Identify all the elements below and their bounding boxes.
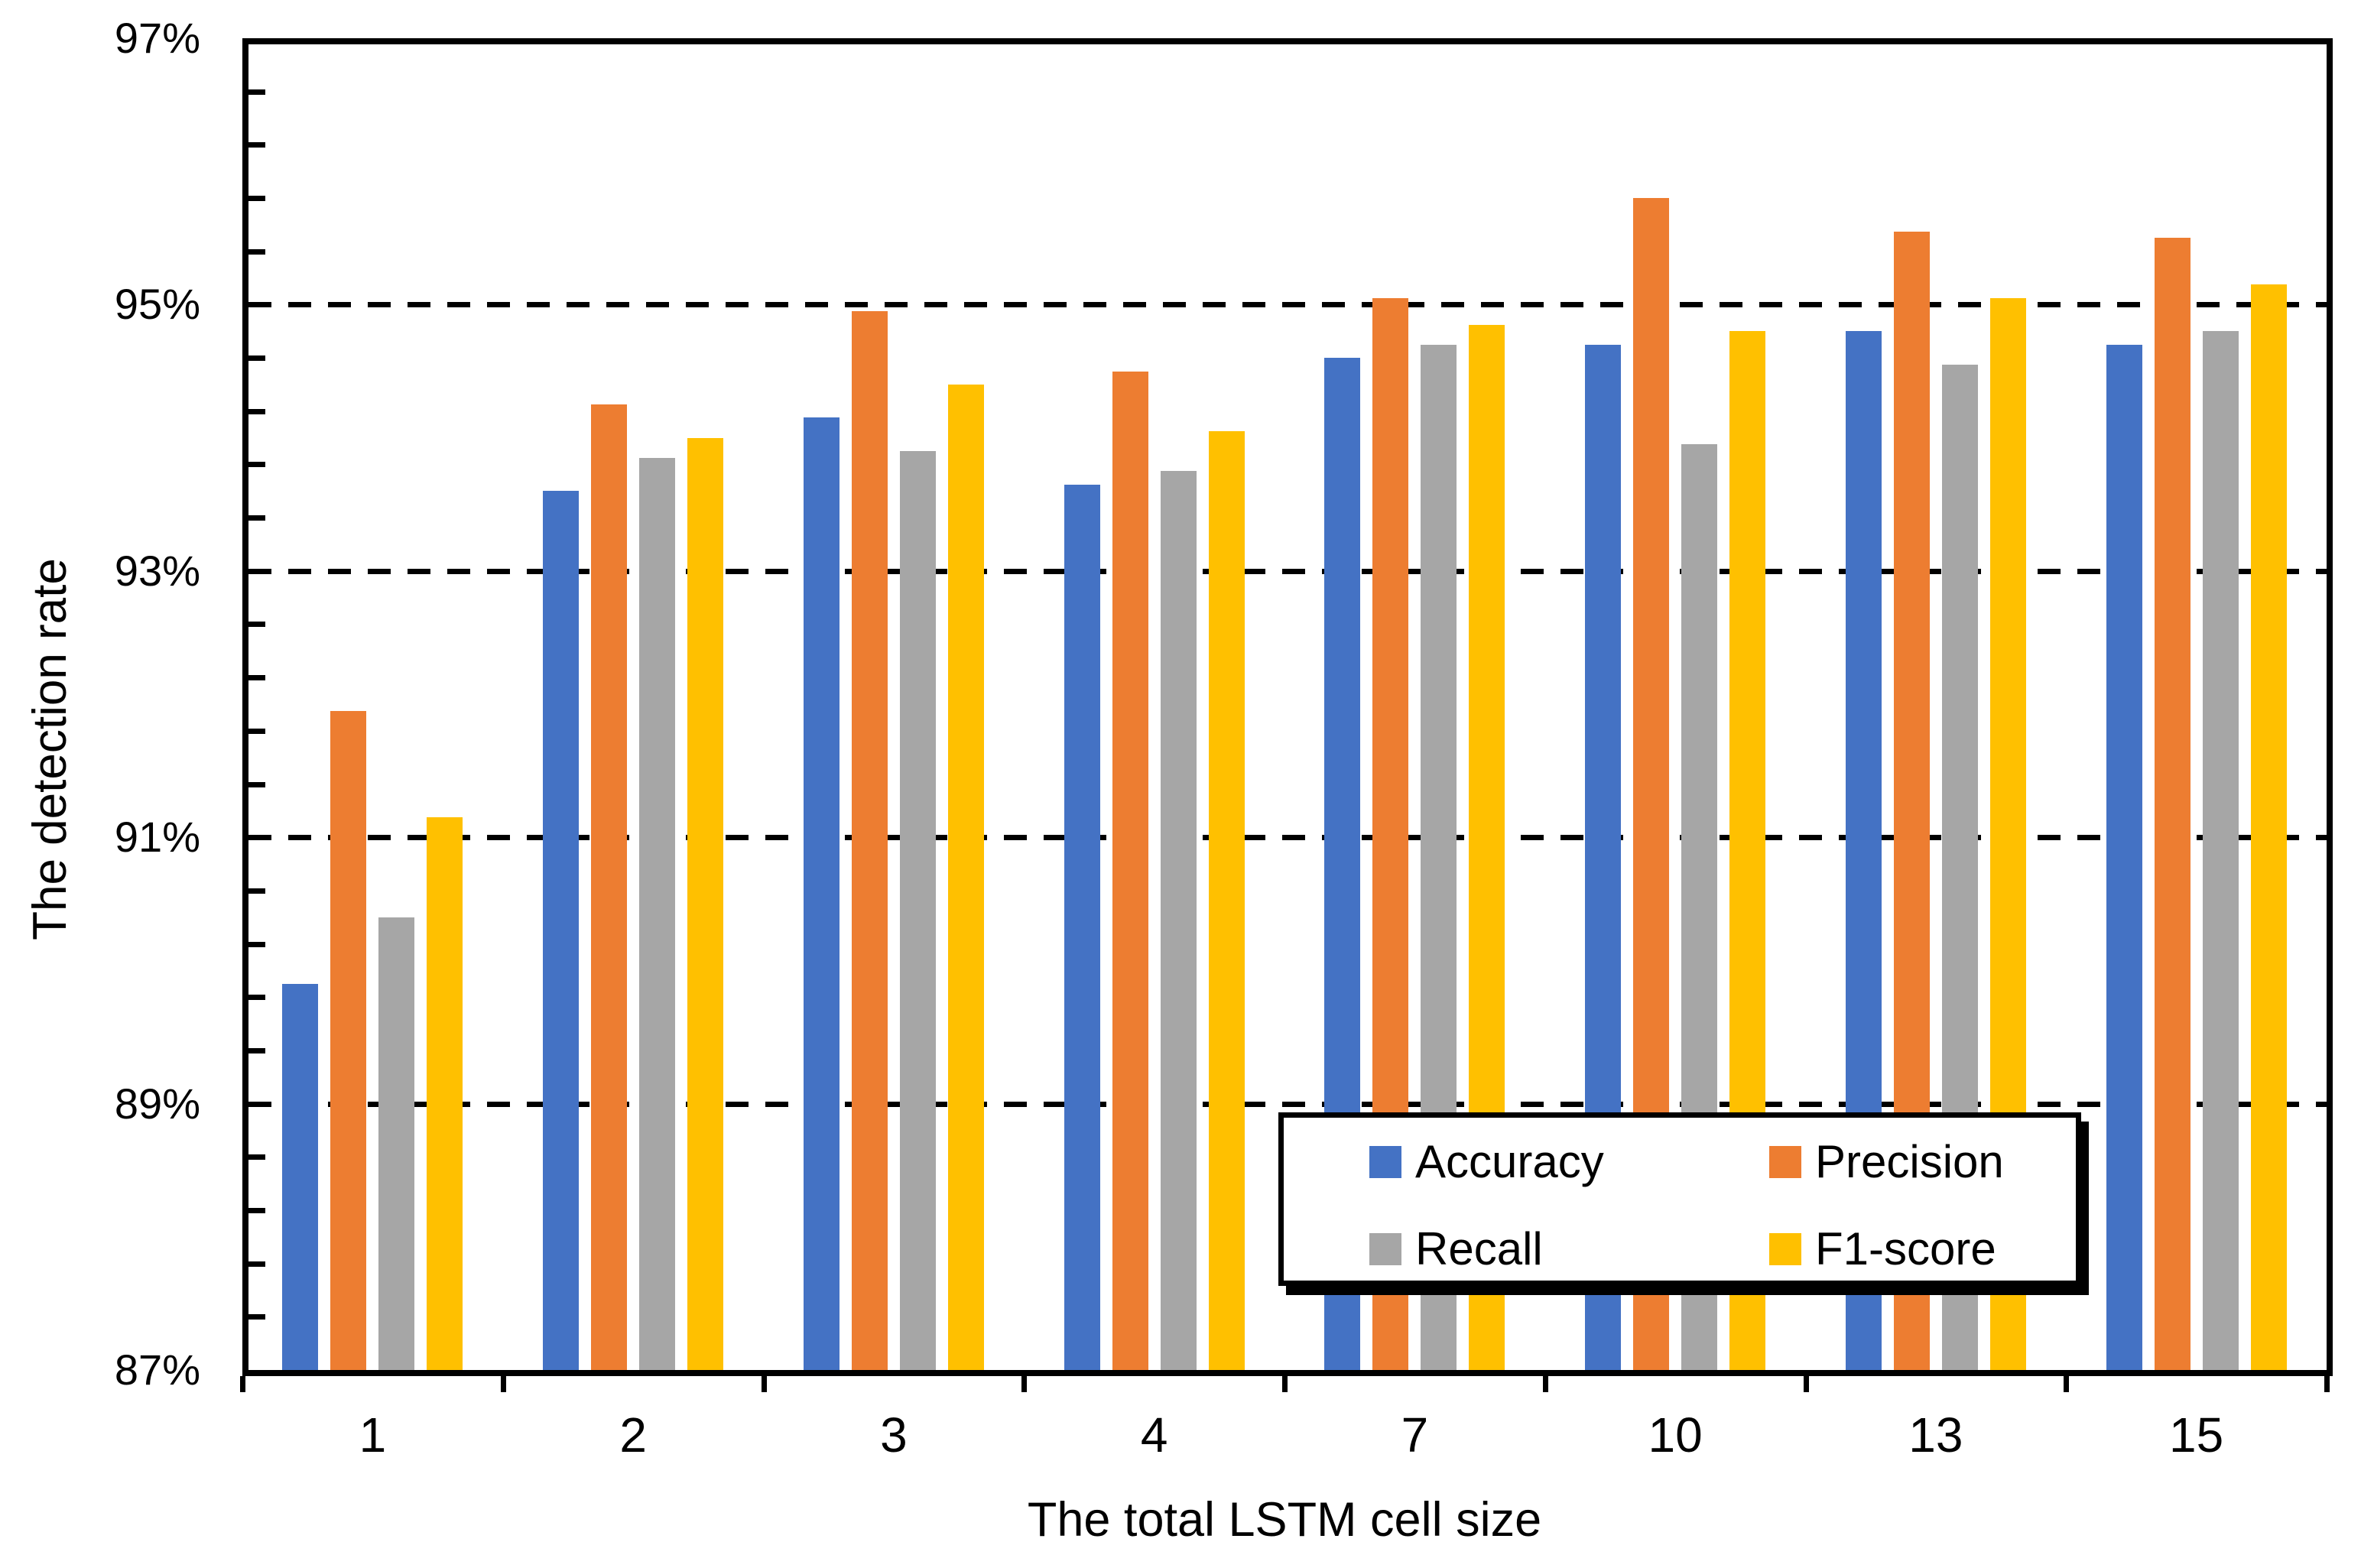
bar-f1-score-cell-1 [427, 817, 463, 1370]
y-axis-tick-label: 93% [114, 546, 200, 595]
y-axis-minor-tick [248, 89, 265, 95]
y-axis-minor-tick [248, 1314, 265, 1320]
plot-border-top [242, 38, 2333, 44]
x-axis-category-label: 2 [619, 1407, 647, 1462]
x-axis-tick [2324, 1376, 2330, 1392]
x-axis-category-label: 7 [1401, 1407, 1429, 1462]
y-axis-minor-tick [248, 1047, 265, 1053]
x-axis-category-label: 3 [880, 1407, 908, 1462]
x-axis-tick [240, 1376, 245, 1392]
x-axis-category-label: 10 [1648, 1407, 1703, 1462]
y-axis-minor-tick [248, 408, 265, 414]
x-axis-tick [1542, 1376, 1548, 1392]
y-axis-minor-tick [248, 1207, 265, 1213]
y-axis-minor-tick [248, 515, 265, 521]
y-axis-tick-label: 97% [114, 14, 200, 62]
plot-border-left [242, 38, 248, 1376]
bar-precision-cell-4 [1112, 371, 1148, 1370]
x-axis-title: The total LSTM cell size [1027, 1493, 1542, 1547]
plot-border-bottom [242, 1370, 2333, 1376]
y-axis-minor-tick [248, 995, 265, 1001]
x-axis-tick [761, 1376, 767, 1392]
x-axis-tick [1282, 1376, 1288, 1392]
y-axis-minor-tick [248, 196, 265, 202]
y-axis-minor-tick [248, 462, 265, 468]
y-axis-minor-tick [248, 355, 265, 362]
y-axis-minor-tick [248, 1154, 265, 1161]
x-axis-tick [1021, 1376, 1028, 1392]
bar-accuracy-cell-2 [543, 491, 580, 1370]
y-axis-minor-tick [248, 675, 265, 681]
gridline-89-percent [248, 1101, 2327, 1107]
legend-label-precision: Precision [1815, 1136, 2004, 1187]
bar-precision-cell-3 [851, 311, 888, 1370]
x-axis-category-label: 15 [2169, 1407, 2224, 1462]
bar-precision-cell-1 [330, 710, 367, 1370]
y-axis-minor-tick [248, 941, 265, 947]
bar-f1-score-cell-4 [1208, 430, 1245, 1370]
bar-recall-cell-15 [2202, 331, 2239, 1370]
bar-f1-score-cell-15 [2250, 284, 2287, 1370]
gridline-93-percent [248, 568, 2327, 574]
bar-accuracy-cell-4 [1064, 484, 1100, 1370]
bar-recall-cell-3 [899, 451, 936, 1370]
y-axis-minor-tick [248, 781, 265, 787]
bar-f1-score-cell-2 [687, 437, 724, 1370]
legend-swatch-precision [1769, 1146, 1801, 1178]
y-axis-tick-label: 87% [114, 1346, 200, 1394]
bar-precision-cell-2 [591, 404, 628, 1370]
y-axis-tick-label: 95% [114, 280, 200, 329]
y-axis-minor-tick [248, 728, 265, 734]
y-axis-tick-label: 91% [114, 813, 200, 862]
gridline-91-percent [248, 835, 2327, 841]
gridline-95-percent [248, 302, 2327, 308]
legend-swatch-recall [1369, 1233, 1401, 1265]
x-axis-category-label: 1 [359, 1407, 387, 1462]
bar-f1-score-cell-3 [947, 384, 984, 1370]
bar-recall-cell-1 [378, 917, 415, 1370]
y-axis-minor-tick [248, 142, 265, 148]
y-axis-minor-tick [248, 622, 265, 628]
legend-label-recall: Recall [1415, 1223, 1543, 1274]
x-axis-category-label: 4 [1140, 1407, 1168, 1462]
legend-swatch-f1-score [1769, 1233, 1801, 1265]
y-axis-minor-tick [248, 1261, 265, 1267]
bar-recall-cell-2 [639, 457, 676, 1370]
y-axis-title: The detection rate [24, 558, 76, 940]
bar-recall-cell-4 [1160, 471, 1197, 1370]
y-axis-minor-tick [248, 248, 265, 255]
legend-label-f1-score: F1-score [1815, 1223, 1996, 1274]
x-axis-tick [1803, 1376, 1809, 1392]
bar-precision-cell-15 [2154, 238, 2191, 1370]
bar-accuracy-cell-15 [2106, 344, 2142, 1370]
y-axis-minor-tick [248, 888, 265, 894]
legend-box: Accuracy Precision Recall F1-score [1278, 1112, 2081, 1286]
bar-accuracy-cell-1 [282, 983, 319, 1370]
x-axis-tick [500, 1376, 506, 1392]
bar-accuracy-cell-3 [803, 417, 840, 1370]
x-axis-tick [2064, 1376, 2070, 1392]
plot-border-right [2327, 38, 2333, 1376]
legend-swatch-accuracy [1369, 1146, 1401, 1178]
y-axis-tick-label: 89% [114, 1079, 200, 1128]
legend-label-accuracy: Accuracy [1415, 1136, 1604, 1187]
x-axis-category-label: 13 [1908, 1407, 1963, 1462]
